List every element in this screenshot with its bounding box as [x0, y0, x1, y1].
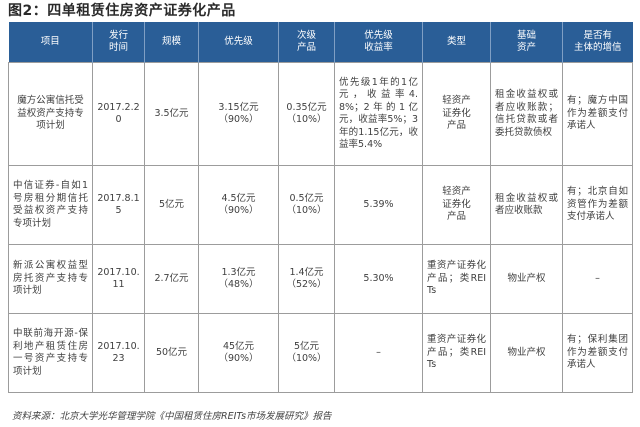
cell-credit-enhancement: –: [562, 244, 633, 314]
cell-scale: 50亿元: [144, 313, 199, 393]
cell-subordinate: 0.35亿元 （10%）: [278, 62, 335, 166]
header-subordinate: 次级 产品: [278, 22, 335, 63]
cell-project: 中信证券-自如1号房租分期信托受益权资产支持专项计划: [8, 165, 93, 245]
abs-products-table: 项目 发行 时间 规模 优先级 次级 产品 优先级 收益率 类型 基础 资产 是…: [8, 22, 633, 393]
cell-underlying: 物业产权: [490, 313, 563, 393]
cell-senior: 3.15亿元 （90%）: [198, 62, 279, 166]
cell-underlying: 租金收益权或者应收账款；信托贷款或者委托贷款债权: [490, 62, 563, 166]
cell-credit-enhancement: 有；保利集团作为差额支付承诺人: [562, 313, 633, 393]
cell-credit-enhancement: 有；北京自如资管作为差额支付承诺人: [562, 165, 633, 245]
cell-credit-enhancement: 有；魔方中国作为差额支付承诺人: [562, 62, 633, 166]
header-project: 项目: [8, 22, 93, 63]
cell-scale: 5亿元: [144, 165, 199, 245]
cell-senior-yield: 5.30%: [334, 244, 423, 314]
cell-issue-date: 2017.8.15: [92, 165, 145, 245]
cell-subordinate: 1.4亿元 （52%）: [278, 244, 335, 314]
cell-underlying: 租金收益权或者应收账款: [490, 165, 563, 245]
cell-type: 重资产证券化产品；类REITs: [422, 244, 491, 314]
table-row: 中信证券-自如1号房租分期信托受益权资产支持专项计划 2017.8.15 5亿元…: [8, 165, 633, 245]
cell-issue-date: 2017.2.20: [92, 62, 145, 166]
cell-project: 中联前海开源-保利地产租赁住房一号资产支持专项计划: [8, 313, 93, 393]
cell-underlying: 物业产权: [490, 244, 563, 314]
cell-project: 魔方公寓信托受益权资产支持专项计划: [8, 62, 93, 166]
header-credit-enhancement: 是否有 主体的增信: [562, 22, 633, 63]
cell-senior-yield: 优先级1年的1亿元，收益率4.8%；2年的1亿元，收益率5%；3年的1.15亿元…: [334, 62, 423, 166]
header-row: 项目 发行 时间 规模 优先级 次级 产品 优先级 收益率 类型 基础 资产 是…: [8, 22, 633, 63]
cell-senior-yield: 5.39%: [334, 165, 423, 245]
header-senior: 优先级: [198, 22, 279, 63]
cell-subordinate: 0.5亿元 （10%）: [278, 165, 335, 245]
header-underlying: 基础 资产: [490, 22, 563, 63]
cell-subordinate: 5亿元 （10%）: [278, 313, 335, 393]
cell-senior: 45亿元 （90%）: [198, 313, 279, 393]
table-row: 魔方公寓信托受益权资产支持专项计划 2017.2.20 3.5亿元 3.15亿元…: [8, 62, 633, 166]
cell-issue-date: 2017.10.23: [92, 313, 145, 393]
cell-type: 轻资产 证券化 产品: [422, 62, 491, 166]
table-row: 新派公寓权益型房托资产支持专项计划 2017.10.11 2.7亿元 1.3亿元…: [8, 244, 633, 314]
cell-scale: 2.7亿元: [144, 244, 199, 314]
header-issue-date: 发行 时间: [92, 22, 145, 63]
header-senior-yield: 优先级 收益率: [334, 22, 423, 63]
header-type: 类型: [422, 22, 491, 63]
source-note: 资料来源：北京大学光华管理学院《中国租赁住房REITs市场发展研究》报告: [12, 411, 332, 422]
cell-scale: 3.5亿元: [144, 62, 199, 166]
cell-type: 重资产证券化产品；类REITs: [422, 313, 491, 393]
cell-project: 新派公寓权益型房托资产支持专项计划: [8, 244, 93, 314]
figure-title: 图2：四单租赁住房资产证券化产品: [8, 3, 236, 19]
cell-senior: 4.5亿元 （90%）: [198, 165, 279, 245]
cell-type: 轻资产 证券化 产品: [422, 165, 491, 245]
table-row: 中联前海开源-保利地产租赁住房一号资产支持专项计划 2017.10.23 50亿…: [8, 313, 633, 393]
cell-senior: 1.3亿元 （48%）: [198, 244, 279, 314]
cell-issue-date: 2017.10.11: [92, 244, 145, 314]
cell-senior-yield: –: [334, 313, 423, 393]
header-scale: 规模: [144, 22, 199, 63]
